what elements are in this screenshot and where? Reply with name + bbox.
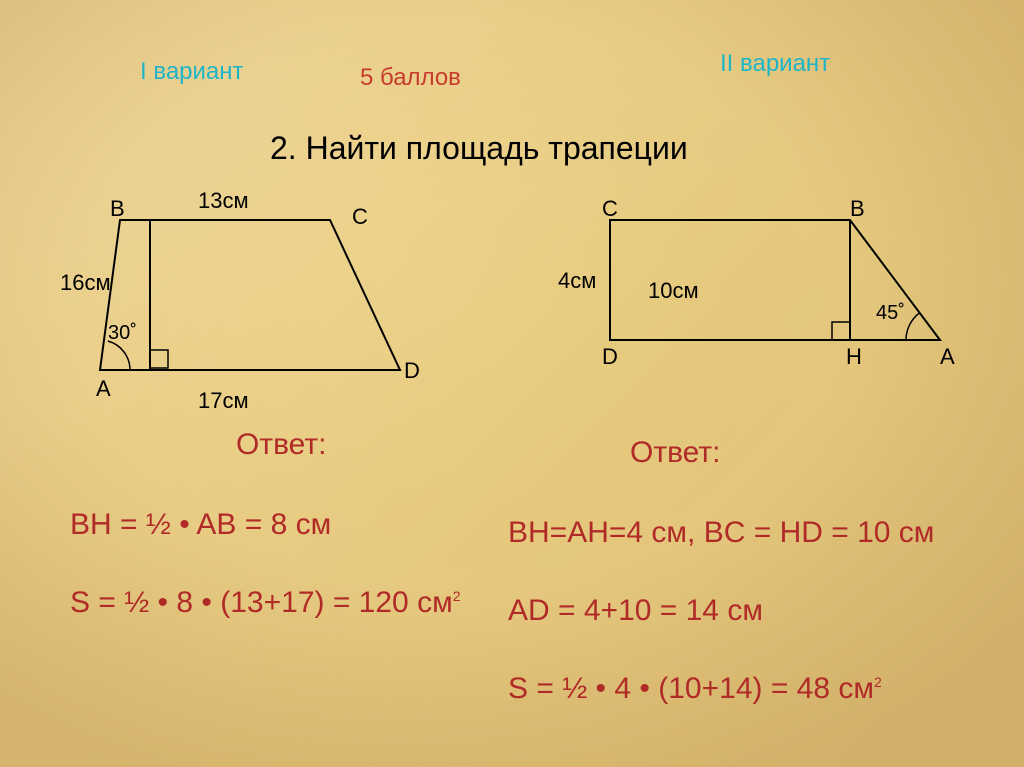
- left-answer-line-1: BH = ½ • AB = 8 см: [70, 508, 331, 542]
- right-vertex-b: B: [850, 196, 865, 222]
- right-inner-side: 10см: [648, 278, 699, 304]
- right-vertex-a: A: [940, 344, 955, 370]
- left-answer-line-2: S = ½ • 8 • (13+17) = 120 см2: [70, 586, 461, 620]
- right-answer-line-3: S = ½ • 4 • (10+14) = 48 см2: [508, 672, 882, 706]
- right-vertex-c: C: [602, 196, 618, 222]
- right-answer-label: Ответ:: [630, 436, 720, 470]
- right-vertex-h: H: [846, 344, 862, 370]
- right-angle: 45˚: [876, 302, 905, 325]
- right-answer-line-2: AD = 4+10 = 14 см: [508, 594, 763, 628]
- right-answer-line-1: BH=AH=4 см, BC = HD = 10 см: [508, 516, 934, 550]
- right-left-side: 4см: [558, 268, 596, 294]
- right-trapezoid-diagram: [0, 0, 1024, 430]
- right-answer-line-3-text: S = ½ • 4 • (10+14) = 48 см: [508, 672, 874, 705]
- right-vertex-d: D: [602, 344, 618, 370]
- right-sup: 2: [874, 674, 882, 690]
- left-answer-line-2-text: S = ½ • 8 • (13+17) = 120 см: [70, 586, 453, 619]
- left-sup: 2: [453, 588, 461, 604]
- left-answer-label: Ответ:: [236, 428, 326, 462]
